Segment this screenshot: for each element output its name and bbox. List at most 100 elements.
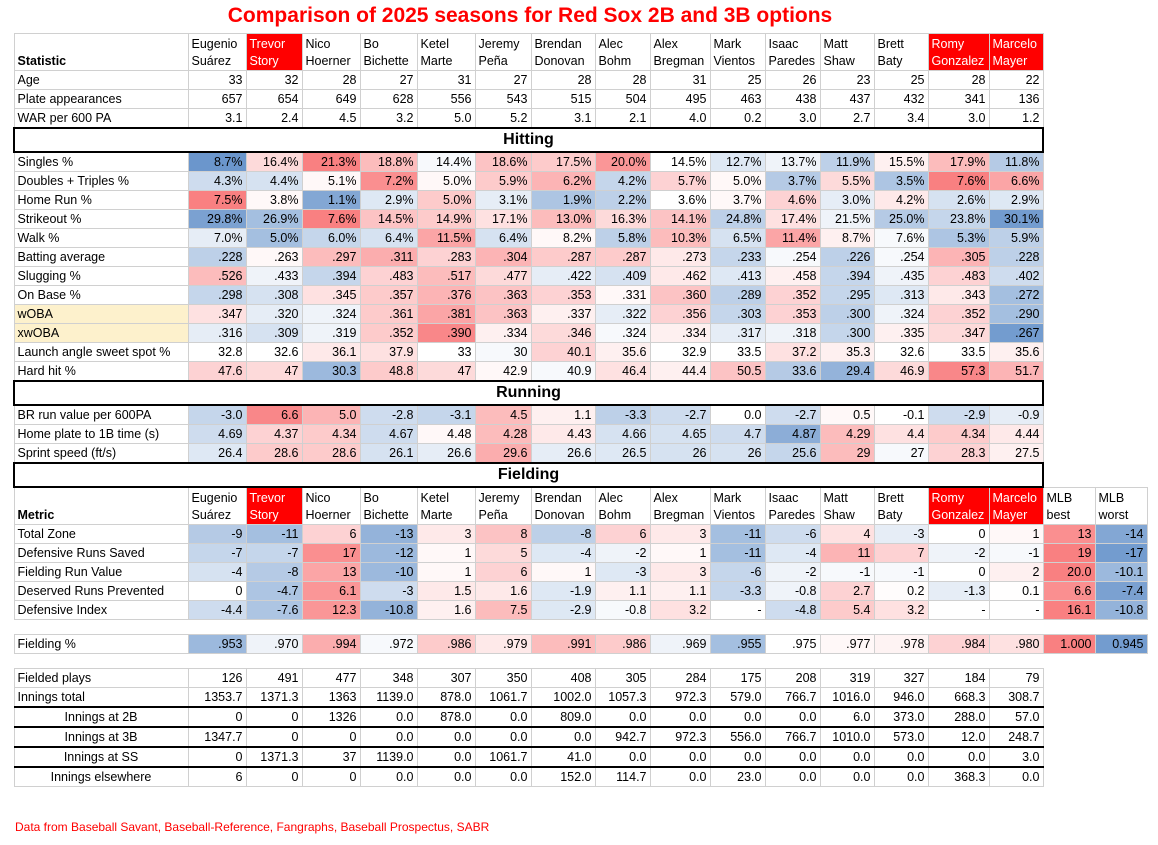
value-cell: 32.8 xyxy=(187,342,247,362)
value-cell: 5.4 xyxy=(819,600,875,620)
value-cell: 19 xyxy=(1042,543,1096,563)
player-first-name: Mark xyxy=(713,37,742,51)
row-label: Home Run % xyxy=(13,190,189,210)
value-cell: 16.4% xyxy=(245,151,303,172)
player-last-name: Marte xyxy=(420,508,453,522)
value-cell: 348 xyxy=(359,668,418,688)
player-last-name: Baty xyxy=(877,508,903,522)
player-first-name: Brett xyxy=(877,491,904,505)
row-label: Singles % xyxy=(13,151,189,172)
value-cell: 1.6 xyxy=(474,581,532,601)
player-last-name: Suárez xyxy=(191,54,232,68)
value-cell: 1002.0 xyxy=(530,687,596,708)
value-cell: 5.0% xyxy=(416,171,476,191)
player-last-name: Mayer xyxy=(992,508,1028,522)
value-cell: 4.4% xyxy=(245,171,303,191)
value-cell: 22 xyxy=(988,70,1044,90)
table-row: xwOBA .316.309.319.352.390.334.346.324.33… xyxy=(13,323,1147,343)
value-cell: 0 xyxy=(927,562,990,582)
value-cell: -10.8 xyxy=(359,600,418,620)
value-cell: 8.7% xyxy=(819,228,875,248)
value-cell: 26.1 xyxy=(359,443,418,464)
value-cell: .272 xyxy=(988,285,1044,305)
row-label: Sprint speed (ft/s) xyxy=(13,443,189,464)
table-body: Statistic Eugenio Suárez Trevor Story Nico Hoe… xyxy=(13,33,1148,787)
value-cell: 8 xyxy=(474,524,532,544)
value-cell: 878.0 xyxy=(416,706,476,728)
value-cell: .263 xyxy=(245,247,303,267)
value-cell: .477 xyxy=(474,266,532,286)
value-cell: 1 xyxy=(988,524,1044,544)
value-cell: 437 xyxy=(819,89,875,109)
value-cell: 33 xyxy=(187,70,247,90)
value-cell: 0.0 xyxy=(359,726,418,748)
value-cell: .273 xyxy=(649,247,711,267)
value-cell: 25 xyxy=(709,70,766,90)
row-label: Home plate to 1B time (s) xyxy=(13,424,189,444)
value-cell: 46.9 xyxy=(873,361,929,382)
player-last-name: Hoerner xyxy=(305,54,351,68)
value-cell: .287 xyxy=(594,247,651,267)
value-cell: 0.0 xyxy=(709,746,766,768)
value-cell: 6.1 xyxy=(301,581,361,601)
value-cell: -1.3 xyxy=(927,581,990,601)
value-cell: .335 xyxy=(873,323,929,343)
row-label: Hard hit % xyxy=(13,361,189,382)
value-cell: 1.1 xyxy=(530,404,596,425)
value-cell: 368.3 xyxy=(927,766,990,787)
value-cell: 21.5% xyxy=(819,209,875,229)
value-cell: 8.7% xyxy=(187,151,247,172)
value-cell: 3.2 xyxy=(359,108,418,129)
value-cell: 6 xyxy=(594,524,651,544)
value-cell: 3.5% xyxy=(873,171,929,191)
value-cell: 40.1 xyxy=(530,342,596,362)
player-header: Ketel Marte xyxy=(416,33,476,71)
player-last-name: Marte xyxy=(420,54,453,68)
value-cell: 5.2 xyxy=(474,108,532,129)
value-cell: 657 xyxy=(187,89,247,109)
value-cell: 25.0% xyxy=(873,209,929,229)
value-cell: 17.5% xyxy=(530,151,596,172)
value-cell: .334 xyxy=(649,323,711,343)
value-cell: 4.67 xyxy=(359,424,418,444)
player-header: Bo Bichette xyxy=(359,33,418,71)
row-label: Innings at 2B xyxy=(13,706,189,728)
value-cell: .322 xyxy=(594,304,651,324)
value-cell: 20.0 xyxy=(1042,562,1096,582)
row-label: Innings elsewhere xyxy=(13,766,189,787)
value-cell: 628 xyxy=(359,89,418,109)
player-first-name: Brendan xyxy=(534,37,582,51)
value-cell: 1139.0 xyxy=(359,687,418,708)
value-cell: - xyxy=(709,600,766,620)
value-cell: -10 xyxy=(359,562,418,582)
value-cell: 3.6% xyxy=(649,190,711,210)
value-cell: 0.0 xyxy=(474,706,532,728)
player-header: Brendan Donovan xyxy=(530,486,596,525)
value-cell: 327 xyxy=(873,668,929,688)
value-cell: 1016.0 xyxy=(819,687,875,708)
player-header: Mark Vientos xyxy=(709,33,766,71)
value-cell: .347 xyxy=(927,323,990,343)
player-last-name: Bregman xyxy=(653,54,705,68)
row-label: Defensive Index xyxy=(13,600,189,620)
value-cell: 5.0% xyxy=(709,171,766,191)
player-header: Nico Hoerner xyxy=(301,33,361,71)
value-cell: 4.2% xyxy=(873,190,929,210)
player-first-name: Nico xyxy=(305,37,331,51)
value-cell: .352 xyxy=(927,304,990,324)
value-cell: 5.9% xyxy=(988,228,1044,248)
value-cell: .361 xyxy=(359,304,418,324)
value-cell: 408 xyxy=(530,668,596,688)
value-cell: -12 xyxy=(359,543,418,563)
value-cell: 4.6% xyxy=(764,190,821,210)
value-cell: 0 xyxy=(927,524,990,544)
value-cell: 0.0 xyxy=(359,766,418,787)
value-cell: 4.69 xyxy=(187,424,247,444)
value-cell: 4.34 xyxy=(301,424,361,444)
value-cell: 4.3% xyxy=(187,171,247,191)
value-cell: 341 xyxy=(927,89,990,109)
value-cell: 15.5% xyxy=(873,151,929,172)
value-cell: 29.6 xyxy=(474,443,532,464)
value-cell: 4.43 xyxy=(530,424,596,444)
player-first-name: Nico xyxy=(305,491,331,505)
